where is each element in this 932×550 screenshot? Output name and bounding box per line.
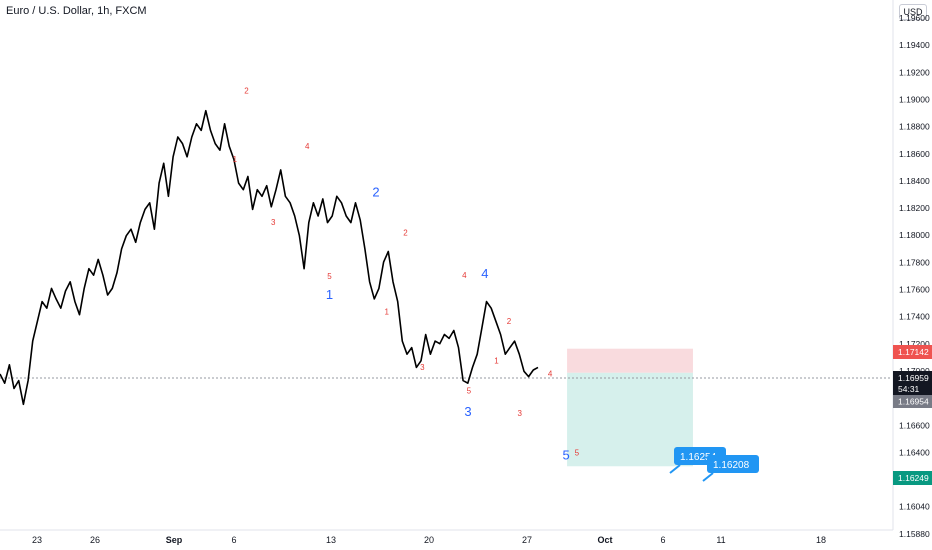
wave-label-major: 1: [326, 287, 333, 302]
target-price-badge-box: [893, 471, 932, 485]
wave-label-minor: 2: [244, 87, 249, 96]
x-tick-label: 6: [231, 535, 236, 545]
callout-label-2: 1.16208: [713, 460, 750, 471]
y-tick-label: 1.15880: [899, 529, 930, 539]
x-tick-label: 11: [716, 535, 725, 545]
price-series-line: [0, 109, 539, 406]
y-tick-label: 1.19400: [899, 40, 930, 50]
x-tick-label: 18: [816, 535, 826, 545]
callout-label-1-pointer: [669, 464, 681, 474]
stop-price-badge: 1.17142: [898, 347, 929, 357]
wave-label-minor: 3: [420, 363, 425, 372]
current-price-badge-box: [893, 371, 932, 395]
wave-label-minor: 2: [507, 317, 512, 326]
stop-loss-zone: [567, 348, 693, 373]
y-tick-label: 1.18000: [899, 230, 930, 240]
y-tick-label: 1.19200: [899, 67, 930, 77]
y-tick-label: 1.18400: [899, 176, 930, 186]
wave-label-minor: 3: [517, 409, 522, 418]
countdown-label: 54:31: [898, 384, 920, 394]
y-tick-label: 1.17800: [899, 257, 930, 267]
y-tick-label: 1.18800: [899, 122, 930, 132]
currency-button[interactable]: USD: [899, 4, 927, 20]
x-tick-label: Sep: [166, 535, 183, 545]
wave-label-minor: 1: [384, 308, 389, 317]
y-tick-label: 1.18600: [899, 149, 930, 159]
callout-label-2-pointer: [702, 472, 714, 482]
wave-label-major: 4: [481, 266, 488, 281]
x-tick-label: 20: [424, 535, 434, 545]
wave-label-minor: 4: [305, 142, 310, 151]
y-axis[interactable]: 1.19600 1.19400 1.19200 1.19000 1.18800 1.186…: [899, 13, 930, 539]
x-tick-label: 13: [326, 535, 336, 545]
x-tick-label: 27: [522, 535, 532, 545]
target-price-badge: 1.16249: [898, 473, 929, 483]
chart-title: Euro / U.S. Dollar, 1h, FXCM: [6, 5, 147, 17]
prev-close-badge: 1.16954: [898, 397, 929, 407]
x-tick-label: 6: [660, 535, 665, 545]
y-tick-label: 1.16400: [899, 447, 930, 457]
wave-label-minor: 4: [462, 271, 467, 280]
wave-label-major: 2: [372, 184, 379, 199]
y-tick-label: 1.16040: [899, 502, 930, 512]
take-profit-zone: [567, 372, 693, 467]
y-tick-label: 1.17000: [899, 366, 930, 376]
x-tick-label: Oct: [597, 535, 612, 545]
wave-label-minor: 4: [548, 370, 553, 379]
wave-label-minor: 5: [327, 272, 332, 281]
wave-label-minor: 1: [494, 356, 499, 365]
position-zones: [567, 348, 693, 467]
wave-label-minor: 5: [467, 387, 472, 396]
y-tick-label: 1.17200: [899, 339, 930, 349]
y-tick-label: 1.19600: [899, 13, 930, 23]
wave-label-minor: 1: [233, 155, 238, 164]
wave-label-minor: 3: [271, 218, 276, 227]
callout-label-1: 1.16254: [680, 452, 717, 463]
stop-price-badge-box: [893, 345, 932, 359]
prev-close-badge-box: [893, 395, 932, 408]
wave-label-minor: 5: [575, 449, 580, 458]
wave-labels: 1 2 3 4 5 1 2 3 4 5 1 2 3 4 5 1 2 3 4 5: [233, 87, 580, 463]
y-tick-label: 1.19000: [899, 94, 930, 104]
wave-label-major: 5: [563, 448, 570, 463]
y-tick-label: 1.17400: [899, 312, 930, 322]
wave-label-minor: 2: [403, 229, 408, 238]
current-price-label: 1.16959: [898, 373, 929, 383]
wave-label-major: 3: [464, 404, 471, 419]
y-tick-label: 1.17600: [899, 285, 930, 295]
x-axis[interactable]: 23 26 Sep 6 13 20 27 Oct 6 11 18: [32, 535, 826, 545]
y-tick-label: 1.18200: [899, 203, 930, 213]
y-tick-label: 1.16600: [899, 420, 930, 430]
x-tick-label: 26: [90, 535, 100, 545]
callout-label-2-box: [707, 455, 759, 473]
x-tick-label: 23: [32, 535, 42, 545]
